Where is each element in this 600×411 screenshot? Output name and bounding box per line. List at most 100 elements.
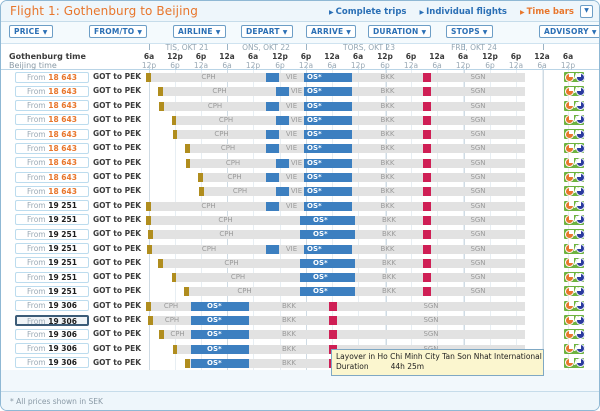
- view-link-time-bars[interactable]: ▶ Time bars: [520, 6, 574, 17]
- layover-segment[interactable]: BKK: [352, 144, 423, 154]
- flight-segment[interactable]: [423, 258, 431, 268]
- flight-segment[interactable]: [300, 273, 310, 283]
- price-button[interactable]: From 19 306: [15, 300, 89, 312]
- flight-segment[interactable]: [184, 287, 189, 297]
- layover-segment[interactable]: BKK: [249, 358, 329, 368]
- table-row[interactable]: From 18 643 GOT to PEK CPH VIE OS* BKK SGN CA: [1, 84, 599, 99]
- price-button[interactable]: From 18 643: [15, 171, 89, 183]
- pie-chart-blue-icon[interactable]: [576, 329, 585, 339]
- flight-segment[interactable]: OS*: [304, 244, 352, 254]
- pie-chart-orange-icon[interactable]: [565, 101, 574, 111]
- filter-button-depart[interactable]: DEPART ▼: [241, 25, 293, 38]
- layover-segment[interactable]: BKK: [355, 273, 423, 283]
- flight-segment[interactable]: [185, 144, 190, 154]
- pie-chart-blue-icon[interactable]: [576, 229, 585, 239]
- flight-segment[interactable]: OS*: [310, 273, 355, 283]
- table-row[interactable]: From 19 251 GOT to PEK CPH VIE OS* BKK SGN CA: [1, 241, 599, 256]
- layover-segment[interactable]: SGN: [431, 287, 525, 297]
- pie-chart-orange-icon[interactable]: [565, 344, 574, 354]
- layover-segment[interactable]: BKK: [249, 344, 329, 354]
- flight-segment[interactable]: OS*: [304, 173, 352, 183]
- price-button[interactable]: From 19 251: [15, 285, 89, 297]
- flight-segment[interactable]: [423, 287, 431, 297]
- pie-chart-blue-icon[interactable]: [576, 358, 585, 368]
- flight-segment[interactable]: [423, 173, 431, 183]
- flight-segment[interactable]: [329, 301, 337, 311]
- layover-segment[interactable]: CPH: [163, 87, 276, 97]
- flight-segment[interactable]: OS*: [310, 215, 355, 225]
- price-button[interactable]: From 19 251: [15, 200, 89, 212]
- price-button[interactable]: From 19 306: [15, 357, 89, 369]
- table-row[interactable]: From 18 643 GOT to PEK CPH VIE OS* BKK SGN CA: [1, 70, 599, 85]
- price-button[interactable]: From 19 251: [15, 243, 89, 255]
- pie-chart-orange-icon[interactable]: [565, 258, 574, 268]
- flight-segment[interactable]: [266, 144, 279, 154]
- flight-segment[interactable]: OS*: [304, 187, 352, 197]
- flight-segment[interactable]: OS*: [304, 115, 352, 125]
- carrier-badge[interactable]: CA: [564, 300, 584, 311]
- flight-segment[interactable]: OS*: [310, 258, 355, 268]
- layover-segment[interactable]: SGN: [337, 316, 525, 326]
- layover-segment[interactable]: SGN: [431, 273, 525, 283]
- layover-segment[interactable]: VIE: [279, 201, 304, 211]
- price-button[interactable]: From 19 251: [15, 257, 89, 269]
- pie-chart-blue-icon[interactable]: [576, 286, 585, 296]
- flight-segment[interactable]: [159, 330, 164, 340]
- carrier-badge[interactable]: CA: [564, 143, 584, 154]
- pie-chart-orange-icon[interactable]: [565, 358, 574, 368]
- flight-segment[interactable]: [423, 244, 431, 254]
- layover-segment[interactable]: SGN: [431, 215, 525, 225]
- flight-segment[interactable]: [423, 144, 431, 154]
- flight-segment[interactable]: [276, 187, 289, 197]
- layover-segment[interactable]: BKK: [352, 73, 423, 82]
- price-button[interactable]: From 19 251: [15, 271, 89, 283]
- layover-segment[interactable]: SGN: [431, 158, 525, 168]
- carrier-badge[interactable]: CA: [564, 129, 584, 140]
- layover-segment[interactable]: CPH: [164, 330, 191, 340]
- layover-segment[interactable]: VIE: [289, 87, 304, 97]
- flight-segment[interactable]: OS*: [310, 230, 355, 240]
- layover-segment[interactable]: BKK: [352, 115, 423, 125]
- filter-button-price[interactable]: PRICE ▼: [9, 25, 53, 38]
- pie-chart-blue-icon[interactable]: [576, 272, 585, 282]
- flight-segment[interactable]: [148, 230, 153, 240]
- price-button[interactable]: From 19 306: [15, 314, 89, 326]
- flight-segment[interactable]: [172, 115, 176, 125]
- layover-segment[interactable]: VIE: [279, 73, 304, 82]
- price-button[interactable]: From 18 643: [15, 85, 89, 97]
- pie-chart-orange-icon[interactable]: [565, 215, 574, 225]
- layover-segment[interactable]: SGN: [337, 330, 525, 340]
- flight-segment[interactable]: [266, 130, 279, 140]
- table-row[interactable]: From 19 306 GOT to PEK CPH OS* BKK SGN CA: [1, 298, 599, 314]
- flight-segment[interactable]: [423, 215, 431, 225]
- flight-segment[interactable]: OS*: [204, 316, 249, 326]
- table-row[interactable]: From 19 306 GOT to PEK CPH OS* BKK SGN CA: [1, 327, 599, 342]
- filter-button-advisory[interactable]: ADVISORY ▼: [539, 25, 599, 38]
- flight-segment[interactable]: OS*: [204, 330, 249, 340]
- layover-segment[interactable]: [177, 344, 191, 354]
- carrier-badge[interactable]: CA: [564, 272, 584, 283]
- layover-segment[interactable]: BKK: [355, 258, 423, 268]
- flight-segment[interactable]: [329, 330, 337, 340]
- price-button[interactable]: From 18 643: [15, 128, 89, 140]
- layover-segment[interactable]: CPH: [153, 230, 300, 240]
- price-button[interactable]: From 18 643: [15, 114, 89, 126]
- table-row[interactable]: From 19 251 GOT to PEK CPH OS* BKK SGN CA: [1, 270, 599, 285]
- table-row[interactable]: From 18 643 GOT to PEK CPH VIE OS* BKK SGN CA: [1, 112, 599, 128]
- flight-segment[interactable]: [329, 316, 337, 326]
- table-row[interactable]: From 18 643 GOT to PEK CPH VIE OS* BKK SGN CA: [1, 170, 599, 185]
- table-row[interactable]: From 18 643 GOT to PEK CPH VIE OS* BKK SGN CA: [1, 98, 599, 113]
- flight-segment[interactable]: [276, 158, 289, 168]
- carrier-badge[interactable]: CA: [564, 114, 584, 125]
- carrier-badge[interactable]: CA: [564, 343, 584, 354]
- view-link-complete-trips[interactable]: ▶ Complete trips: [329, 6, 407, 17]
- flight-segment[interactable]: OS*: [304, 158, 352, 168]
- pie-chart-blue-icon[interactable]: [576, 143, 585, 153]
- layover-segment[interactable]: SGN: [431, 258, 525, 268]
- flight-segment[interactable]: [191, 358, 204, 368]
- layover-segment[interactable]: BKK: [352, 173, 423, 183]
- flight-segment[interactable]: [191, 316, 204, 326]
- layover-segment[interactable]: SGN: [431, 130, 525, 140]
- table-row[interactable]: From 18 643 GOT to PEK CPH VIE OS* BKK SGN CA: [1, 141, 599, 156]
- view-link-individual-flights[interactable]: ▶ Individual flights: [419, 6, 507, 17]
